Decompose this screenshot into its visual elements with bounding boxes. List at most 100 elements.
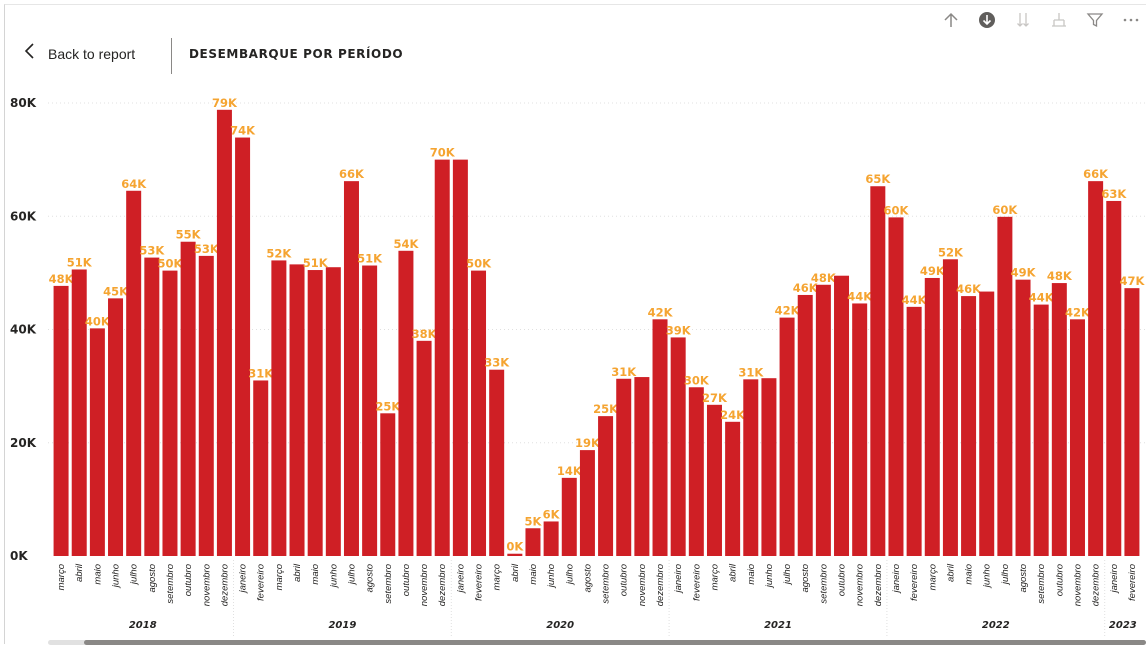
data-label: 51K: [357, 252, 383, 266]
data-label: 49K: [1011, 266, 1037, 280]
bar: [126, 190, 142, 557]
data-label: 42K: [1065, 305, 1091, 319]
data-label: 30K: [684, 373, 710, 387]
x-tick-label: junho: [546, 564, 557, 589]
x-tick-label: maio: [746, 564, 757, 585]
bar: [1124, 288, 1140, 556]
data-label: 48K: [811, 271, 837, 285]
bar: [289, 264, 305, 556]
y-tick-label: 40K: [10, 323, 37, 337]
bar: [906, 306, 922, 556]
back-to-report-label: Back to report: [48, 45, 136, 62]
drill-down-circle-icon[interactable]: [976, 9, 998, 31]
bar: [343, 181, 359, 556]
bar: [543, 521, 559, 556]
bar: [144, 257, 160, 556]
x-tick-label: maio: [528, 564, 539, 585]
bar: [1015, 279, 1031, 556]
x-tick-label: dezembro: [1091, 564, 1102, 606]
data-label: 53K: [139, 244, 165, 258]
bar: [253, 380, 269, 556]
data-label: 48K: [1047, 269, 1073, 283]
expand-hierarchy-icon[interactable]: [1048, 9, 1070, 31]
bar: [815, 284, 831, 556]
data-label: 46K: [793, 281, 819, 295]
bar: [71, 269, 87, 556]
bar: [1106, 200, 1122, 556]
bar: [688, 387, 704, 556]
x-tick-label: fevereiro: [256, 564, 267, 601]
x-tick-label: janeiro: [1109, 564, 1120, 595]
visual-toolbar: [940, 8, 1142, 32]
x-tick-label: agosto: [365, 564, 376, 593]
data-label: 42K: [648, 305, 674, 319]
x-tick-label: setembro: [1036, 564, 1047, 604]
year-label: 2019: [328, 620, 356, 631]
x-tick-label: fevereiro: [1127, 564, 1138, 601]
x-tick-label: outubro: [619, 564, 630, 596]
bar: [525, 528, 541, 556]
data-label: 49K: [920, 264, 946, 278]
x-tick-label: agosto: [800, 564, 811, 593]
bar: [634, 377, 650, 556]
x-tick-label: julho: [782, 564, 793, 586]
bar: [489, 369, 505, 556]
data-label: 64K: [121, 177, 147, 191]
x-tick-label: novembro: [201, 564, 212, 606]
x-tick-label: agosto: [1018, 564, 1029, 593]
bar: [1069, 319, 1085, 556]
more-options-icon[interactable]: [1120, 9, 1142, 31]
x-tick-label: junho: [982, 564, 993, 589]
data-label: 31K: [248, 366, 274, 380]
filter-icon[interactable]: [1084, 9, 1106, 31]
data-label: 54K: [393, 237, 419, 251]
data-label: 0K: [506, 540, 524, 554]
bar: [235, 137, 251, 556]
bar: [325, 267, 341, 556]
chevron-left-icon: [24, 42, 36, 65]
bar: [725, 421, 741, 556]
x-tick-label: março: [274, 564, 285, 590]
bar: [307, 270, 323, 556]
data-label: 45K: [103, 284, 129, 298]
data-label: 47K: [1119, 274, 1145, 288]
x-tick-label: setembro: [818, 564, 829, 604]
data-label: 48K: [49, 272, 75, 286]
data-label: 44K: [1029, 291, 1055, 305]
visual-frame: [4, 4, 1146, 644]
data-label: 65K: [865, 172, 891, 186]
data-label: 52K: [266, 246, 292, 260]
data-label: 74K: [230, 124, 256, 138]
data-label: 53K: [194, 242, 220, 256]
x-tick-label: abril: [292, 563, 303, 582]
x-tick-label: julho: [129, 564, 140, 586]
data-label: 27K: [702, 391, 728, 405]
data-label: 50K: [158, 257, 184, 271]
data-label: 6K: [543, 507, 561, 521]
x-tick-label: outubro: [837, 564, 848, 596]
bar: [1033, 304, 1049, 556]
x-tick-label: abril: [945, 563, 956, 582]
x-tick-label: novembro: [419, 564, 430, 606]
bar: [452, 159, 468, 556]
x-tick-label: dezembro: [437, 564, 448, 606]
bar: [834, 275, 850, 556]
bar: [434, 159, 450, 556]
bar: [979, 291, 995, 556]
x-tick-label: fevereiro: [474, 564, 485, 601]
data-label: 50K: [466, 257, 492, 271]
data-label: 52K: [938, 245, 964, 259]
horizontal-scrollbar-thumb[interactable]: [84, 640, 1146, 645]
double-arrow-down-icon[interactable]: [1012, 9, 1034, 31]
data-label: 70K: [430, 146, 456, 160]
bar: [997, 216, 1013, 556]
back-to-report-button[interactable]: Back to report: [24, 42, 135, 65]
y-tick-label: 80K: [10, 96, 37, 110]
bar: [924, 277, 940, 556]
bar: [888, 217, 904, 556]
data-label: 40K: [85, 314, 111, 328]
arrow-up-icon[interactable]: [940, 9, 962, 31]
x-tick-label: março: [927, 564, 938, 590]
x-tick-label: janeiro: [673, 564, 684, 595]
bar: [507, 553, 523, 556]
